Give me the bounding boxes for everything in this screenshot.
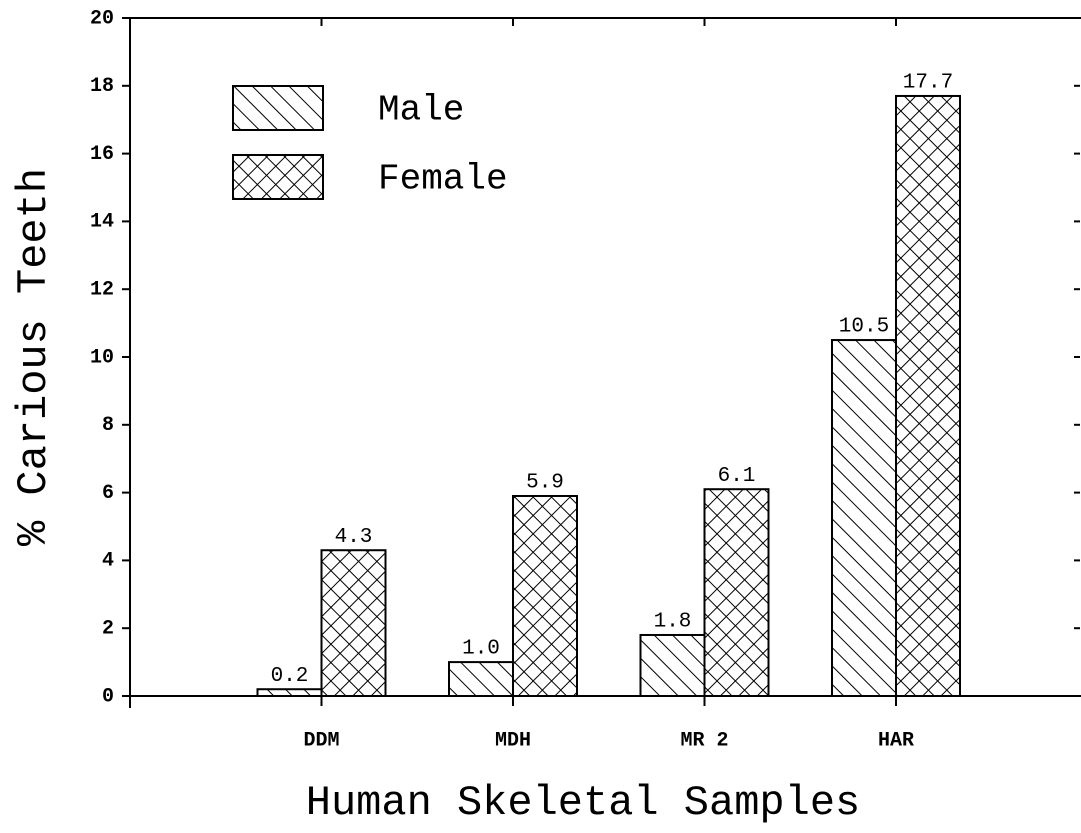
x-tick-label: DDM [303, 729, 339, 752]
bar [639, 633, 706, 697]
bar [895, 94, 961, 698]
value-label: 5.9 [526, 472, 564, 495]
value-label: 17.7 [903, 72, 953, 95]
legend-swatch [232, 154, 324, 200]
bar [831, 339, 897, 697]
bar [320, 549, 387, 697]
bar [512, 494, 578, 697]
y-tick-label: 4 [102, 550, 114, 573]
legend-label: Female [378, 159, 508, 200]
value-label: 4.3 [335, 526, 373, 549]
legend-label: Male [378, 90, 464, 131]
bar [703, 488, 770, 697]
value-label: 6.1 [718, 465, 756, 488]
value-label: 0.2 [271, 665, 309, 688]
x-tick-label: HAR [878, 729, 914, 752]
y-tick-label: 18 [90, 75, 114, 98]
bar [256, 688, 323, 697]
legend-swatch [232, 85, 324, 131]
y-tick-label: 8 [102, 414, 114, 437]
y-tick-label: 2 [102, 617, 114, 640]
x-tick-label: MR 2 [680, 729, 728, 752]
y-tick-label: 20 [90, 7, 114, 30]
y-tick-label: 0 [102, 685, 114, 708]
y-tick-label: 6 [102, 482, 114, 505]
value-label: 1.0 [462, 638, 500, 661]
y-tick-label: 12 [90, 278, 114, 301]
y-tick-label: 10 [90, 346, 114, 369]
y-tick-label: 16 [90, 143, 114, 166]
value-label: 1.8 [654, 611, 692, 634]
x-tick-label: MDH [495, 729, 531, 752]
bar [448, 661, 514, 697]
y-axis-title: % Carious Teeth [10, 168, 58, 546]
y-tick-label: 14 [90, 211, 114, 234]
x-axis-title: Human Skeletal Samples [306, 779, 861, 827]
value-label: 10.5 [839, 316, 889, 339]
